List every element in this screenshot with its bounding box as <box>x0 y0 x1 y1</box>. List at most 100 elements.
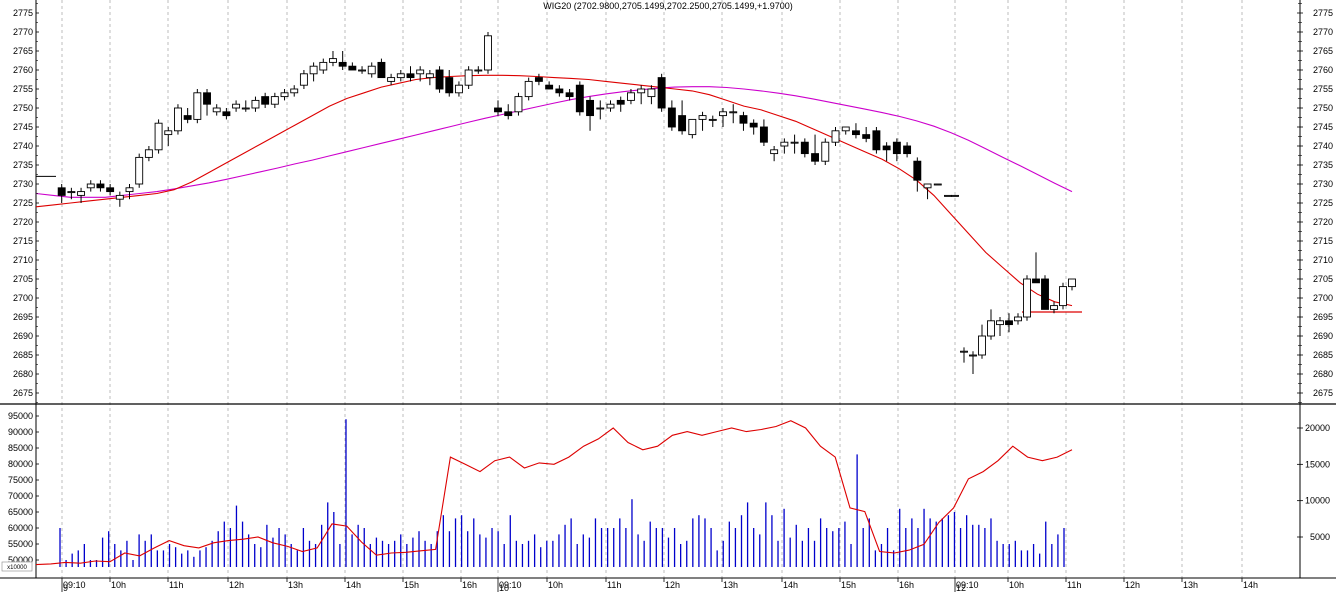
volume-left-tick-label: 55000 <box>8 539 33 549</box>
candle <box>708 115 717 127</box>
candle-body <box>933 183 942 186</box>
candle <box>969 351 977 374</box>
candle <box>183 108 192 124</box>
candle-body <box>586 99 594 117</box>
candle <box>996 317 1004 336</box>
candle-body <box>193 92 202 120</box>
candle <box>135 153 144 188</box>
candle <box>445 70 454 97</box>
day-tick-label: 12 <box>956 583 966 592</box>
candle <box>719 108 727 127</box>
volume-line <box>35 420 1073 566</box>
candle <box>841 126 850 135</box>
candle <box>67 187 76 200</box>
candle <box>396 70 405 82</box>
price-right-tick-label: 2680 <box>1313 369 1333 379</box>
candle-body <box>484 35 492 71</box>
time-axis: 09:10 10h 11h 12h 13h 14h 15h 16h 09:10 10h 11h 12h… <box>61 578 1258 590</box>
time-tick-label: 11h <box>1067 580 1081 590</box>
candle <box>251 96 260 112</box>
price-right-tick-label: 2740 <box>1313 141 1333 151</box>
candle <box>800 138 809 158</box>
candle-body <box>1005 320 1013 326</box>
candle <box>154 119 163 154</box>
candle <box>164 127 173 146</box>
time-tick-label: 14h <box>346 580 361 590</box>
time-tick-label: 10h <box>111 580 126 590</box>
volume-panel: 50000 55000 60000 65000 70000 75000 80000 85000… <box>0 404 1336 579</box>
candle-body <box>987 320 995 337</box>
candle-body <box>425 73 434 79</box>
candle-body <box>494 107 502 113</box>
candle-body <box>841 126 850 132</box>
candle <box>790 134 799 154</box>
ma-long-series <box>35 86 1073 198</box>
price-left-tick-label: 2680 <box>13 369 33 379</box>
candle <box>739 111 748 131</box>
candle-body <box>739 115 748 124</box>
candle-body <box>831 130 840 143</box>
candlestick-series <box>36 32 1076 374</box>
time-tick-label: 12h <box>1125 580 1140 590</box>
volume-left-tick-label: 70000 <box>8 491 33 501</box>
candle-body <box>251 99 260 109</box>
chart-title: WIG20 (2702.9800,2705.1499,2702.2500,270… <box>543 1 792 11</box>
price-left-tick-label: 2745 <box>13 122 33 132</box>
price-left-tick-label: 2685 <box>13 350 33 360</box>
candle <box>435 66 444 93</box>
candle-body <box>329 58 337 63</box>
candle-body <box>367 65 376 75</box>
price-left-tick-label: 2760 <box>13 65 33 75</box>
candle-body <box>657 77 666 109</box>
time-tick-label: 12h <box>229 580 244 590</box>
candle <box>57 184 66 203</box>
candle <box>978 324 986 359</box>
candle-body <box>923 183 932 189</box>
candle <box>504 104 513 120</box>
candle <box>1032 252 1040 284</box>
candle-body <box>698 115 707 120</box>
candle-body <box>616 99 625 105</box>
price-panel: 2675 2680 2685 2690 2695 2700 2705 2710 2715 2720… <box>0 0 1336 405</box>
candle-body <box>1068 278 1076 288</box>
candle-body <box>115 194 124 200</box>
candle <box>203 89 211 116</box>
candle <box>348 62 357 71</box>
candle <box>96 180 105 192</box>
volume-right-tick-label: 20000 <box>1305 423 1330 433</box>
candle <box>484 32 492 74</box>
candle <box>882 142 891 162</box>
price-right-tick-label: 2695 <box>1313 312 1333 322</box>
candle <box>338 51 347 70</box>
candle-body <box>1023 278 1031 318</box>
candle-body <box>270 96 279 105</box>
candle <box>770 146 779 162</box>
price-right-tick-label: 2755 <box>1313 84 1333 94</box>
candle-body <box>882 145 891 151</box>
time-tick-label: 09:10 <box>63 580 86 590</box>
candle <box>406 66 415 82</box>
candle <box>514 92 523 116</box>
candle <box>1014 313 1022 325</box>
candle <box>524 77 533 101</box>
candle <box>657 73 666 112</box>
candle <box>647 85 656 105</box>
candle <box>698 111 707 131</box>
candle-body <box>86 183 95 189</box>
candle-body <box>951 194 959 197</box>
candle <box>688 118 697 139</box>
price-left-tick-label: 2725 <box>13 198 33 208</box>
volume-bars <box>59 419 1065 567</box>
candle <box>831 127 840 146</box>
candle-body <box>67 191 76 194</box>
candle-body <box>960 350 968 353</box>
candle-body <box>969 354 977 357</box>
candle-body <box>575 84 584 113</box>
price-right-tick-label: 2720 <box>1313 217 1333 227</box>
price-right-tick-label: 2770 <box>1313 27 1333 37</box>
candle-body <box>183 115 192 120</box>
price-right-tick-label: 2710 <box>1313 255 1333 265</box>
candle <box>960 347 968 363</box>
candle-body <box>688 118 697 136</box>
candle-body <box>800 141 809 155</box>
